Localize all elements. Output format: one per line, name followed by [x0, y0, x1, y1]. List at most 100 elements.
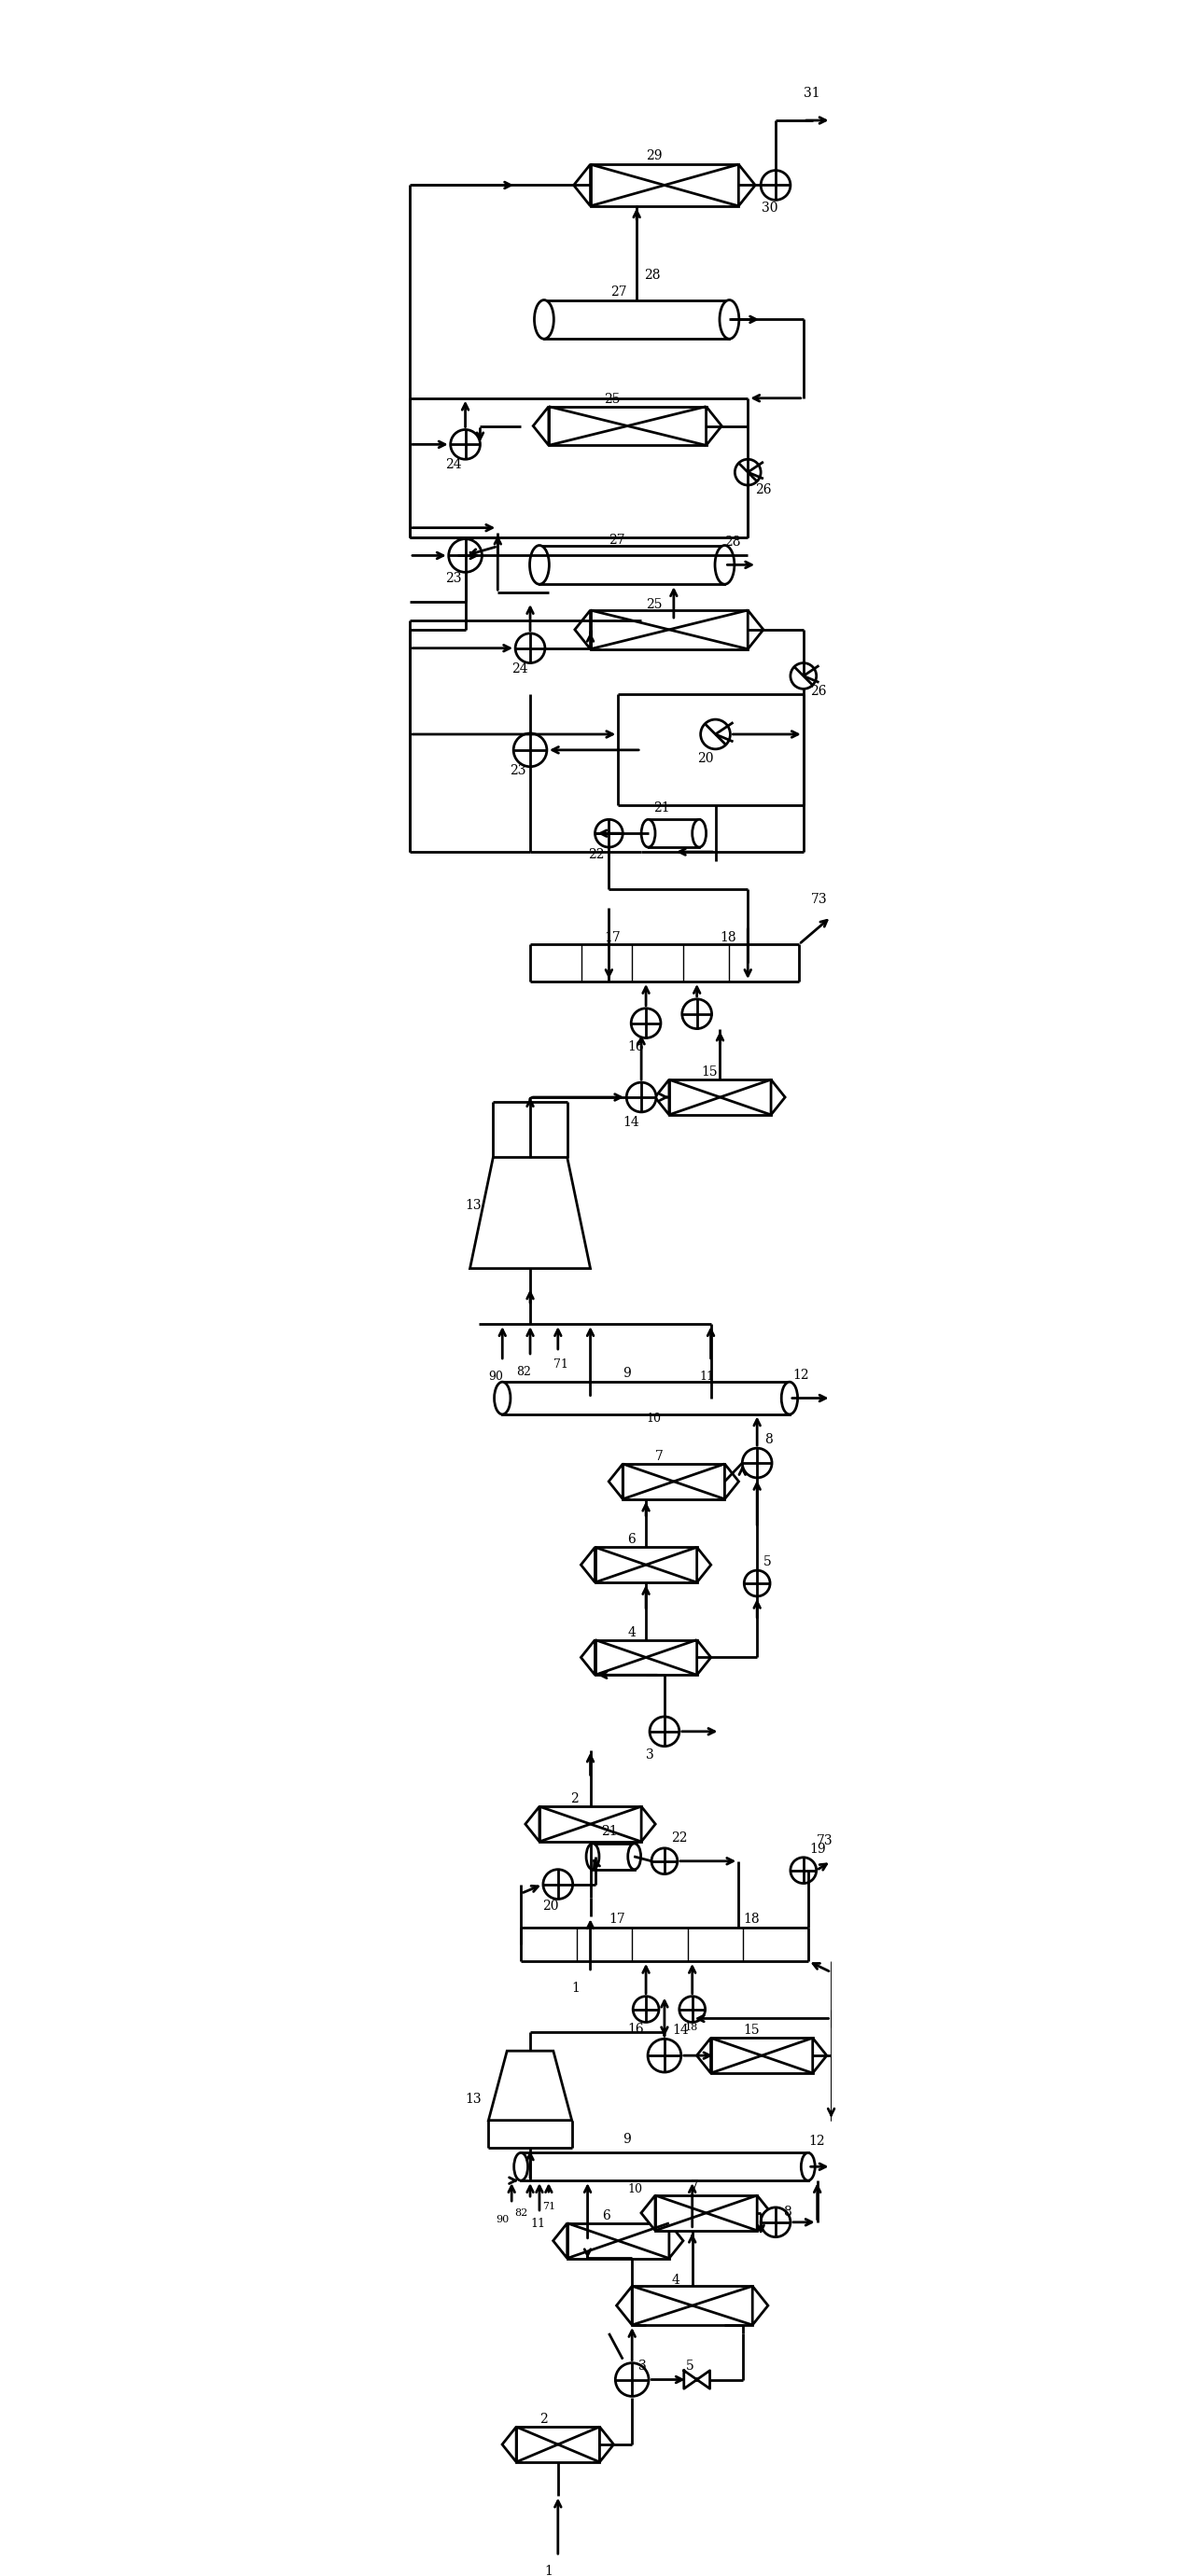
Text: 21: 21: [601, 1824, 618, 1837]
Polygon shape: [752, 2285, 768, 2326]
Circle shape: [682, 999, 712, 1028]
Ellipse shape: [514, 2154, 528, 2179]
Text: 8: 8: [783, 2205, 791, 2218]
Text: 5: 5: [764, 1556, 772, 1569]
Text: 20: 20: [543, 1901, 558, 1914]
Text: 5: 5: [685, 2360, 694, 2372]
Text: 1: 1: [572, 1981, 581, 1994]
Circle shape: [744, 1571, 770, 1597]
Polygon shape: [697, 1548, 710, 1582]
Polygon shape: [581, 1548, 595, 1582]
FancyBboxPatch shape: [622, 1463, 725, 1499]
Bar: [521, 2154, 808, 2179]
FancyBboxPatch shape: [656, 2195, 757, 2231]
Text: 12: 12: [809, 2136, 826, 2148]
Text: 12: 12: [793, 1368, 809, 1381]
Text: 20: 20: [697, 752, 713, 765]
Polygon shape: [581, 1641, 595, 1674]
Text: 11: 11: [531, 2218, 545, 2231]
FancyBboxPatch shape: [669, 1079, 771, 1115]
Text: 21: 21: [653, 801, 670, 814]
Text: 29: 29: [646, 149, 663, 162]
Text: 13: 13: [465, 1198, 482, 1213]
Ellipse shape: [693, 819, 706, 848]
Bar: [649, 819, 700, 848]
Text: 82: 82: [516, 1365, 531, 1378]
FancyBboxPatch shape: [516, 2427, 600, 2463]
Circle shape: [515, 634, 545, 662]
Text: 19: 19: [810, 1842, 826, 1855]
Text: 4: 4: [672, 2275, 681, 2287]
Ellipse shape: [782, 1381, 797, 1414]
FancyBboxPatch shape: [539, 1806, 641, 1842]
Text: 17: 17: [605, 933, 621, 945]
Text: 25: 25: [646, 598, 663, 611]
Polygon shape: [600, 2427, 614, 2463]
Polygon shape: [575, 611, 590, 649]
Circle shape: [651, 1847, 677, 1875]
Text: 18: 18: [720, 933, 737, 945]
Circle shape: [543, 1870, 572, 1899]
Polygon shape: [725, 1463, 739, 1499]
Text: 82: 82: [514, 2208, 527, 2218]
Ellipse shape: [628, 1844, 641, 1870]
Ellipse shape: [587, 1844, 600, 1870]
Polygon shape: [706, 407, 721, 446]
Text: 71: 71: [543, 2202, 556, 2210]
Polygon shape: [533, 407, 549, 446]
Circle shape: [451, 430, 480, 459]
Text: 18: 18: [685, 2022, 699, 2032]
Text: 22: 22: [589, 848, 605, 860]
Ellipse shape: [530, 546, 549, 585]
Polygon shape: [574, 165, 590, 206]
Text: 90: 90: [496, 2215, 509, 2223]
Text: 73: 73: [816, 1834, 833, 1847]
Text: 24: 24: [512, 662, 528, 675]
Circle shape: [701, 719, 731, 750]
Bar: [544, 299, 729, 340]
Text: 14: 14: [672, 2025, 689, 2038]
Circle shape: [790, 662, 816, 688]
Polygon shape: [757, 2195, 771, 2231]
Text: 23: 23: [509, 765, 526, 778]
FancyBboxPatch shape: [632, 2285, 752, 2326]
Polygon shape: [654, 1079, 669, 1115]
Ellipse shape: [720, 299, 739, 340]
FancyBboxPatch shape: [549, 407, 706, 446]
Polygon shape: [669, 2223, 683, 2259]
Text: 73: 73: [810, 891, 827, 907]
Text: 16: 16: [627, 2022, 644, 2035]
FancyBboxPatch shape: [590, 165, 739, 206]
Circle shape: [595, 819, 622, 848]
Text: 9: 9: [622, 2133, 631, 2146]
Text: 23: 23: [445, 572, 462, 585]
Text: 6: 6: [602, 2210, 610, 2223]
Polygon shape: [609, 1463, 622, 1499]
Ellipse shape: [715, 546, 734, 585]
Text: 14: 14: [622, 1115, 639, 1128]
Polygon shape: [470, 1157, 590, 1267]
Polygon shape: [525, 1806, 539, 1842]
Polygon shape: [813, 2038, 827, 2074]
Circle shape: [679, 1996, 706, 2022]
Polygon shape: [641, 2195, 656, 2231]
Text: 7: 7: [690, 2179, 699, 2192]
Text: 15: 15: [702, 1066, 718, 1079]
Text: 8: 8: [764, 1432, 772, 1445]
Polygon shape: [696, 2038, 710, 2074]
Bar: [593, 1844, 634, 1870]
Circle shape: [760, 2208, 790, 2236]
Text: 22: 22: [671, 1832, 688, 1844]
Text: 10: 10: [646, 1414, 660, 1425]
Circle shape: [631, 1007, 660, 1038]
Polygon shape: [771, 1079, 785, 1115]
Polygon shape: [641, 1806, 656, 1842]
Circle shape: [735, 459, 760, 484]
Circle shape: [760, 170, 790, 201]
FancyBboxPatch shape: [590, 611, 747, 649]
Text: 28: 28: [644, 268, 660, 281]
Text: 4: 4: [627, 1625, 635, 1638]
Text: 27: 27: [610, 286, 627, 299]
Text: 18: 18: [744, 1914, 759, 1927]
Text: 16: 16: [627, 1041, 644, 1054]
